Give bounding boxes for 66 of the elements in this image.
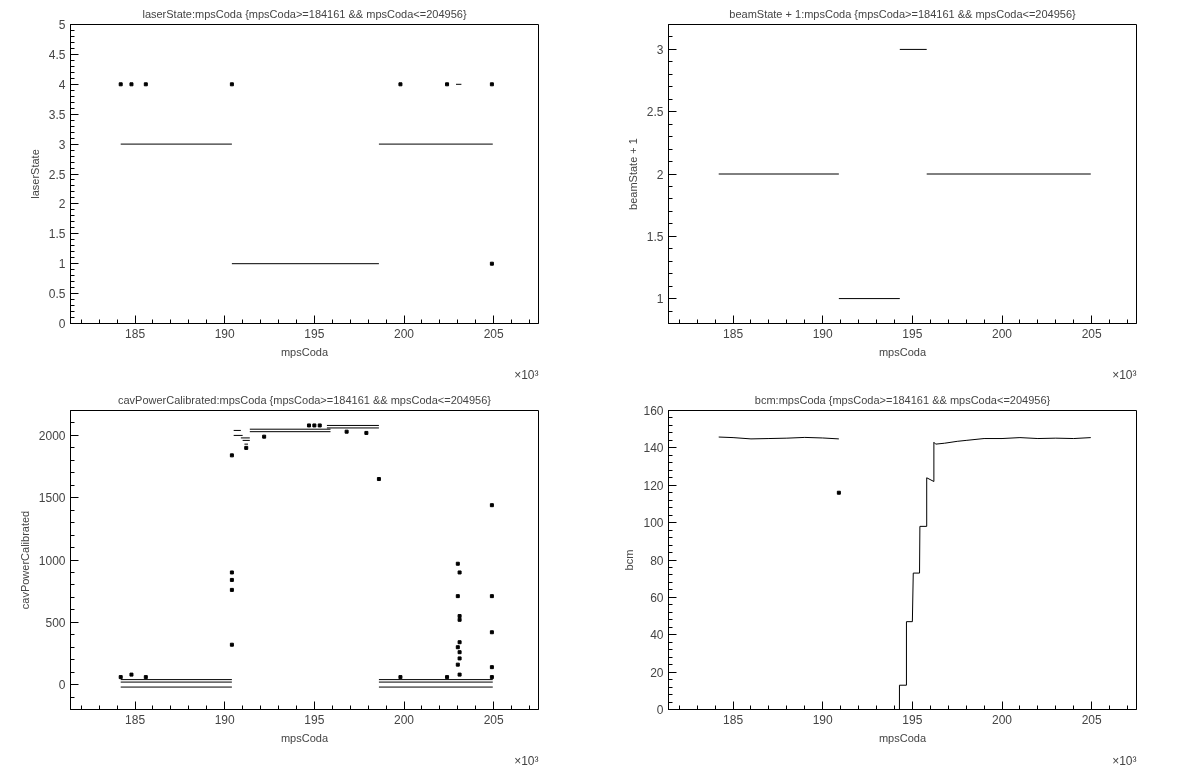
y-tick-label: 500 <box>45 615 66 630</box>
y-tick-label: 0 <box>656 703 664 717</box>
y-tick-label: 3 <box>58 137 66 152</box>
text: ×10³ <box>514 367 539 382</box>
x-tick-label: 195 <box>902 712 923 727</box>
y-tick-label: 1.5 <box>48 227 66 242</box>
y-tick-label: 2.5 <box>48 167 66 182</box>
y-tick-label: 4.5 <box>48 47 66 62</box>
x-tick-label: 200 <box>394 712 415 727</box>
x-tick-label: 195 <box>304 712 325 727</box>
x-tick-label: 185 <box>723 326 744 341</box>
y-tick-label: 60 <box>650 590 664 605</box>
x-tick-label: 200 <box>394 326 415 341</box>
x-axis-title: mpsCoda <box>280 731 329 744</box>
x-tick-label: 190 <box>812 326 834 341</box>
y-tick-label: 0 <box>58 317 66 331</box>
y-tick-label: 1 <box>656 292 664 307</box>
y-tick-label: 2000 <box>38 428 66 443</box>
chart-title: beamState + 1:mpsCoda {mpsCoda>=184161 && mpsCoda<=204956} <box>729 7 1077 20</box>
y-tick-label: 100 <box>643 516 664 531</box>
x-tick-label: 205 <box>1081 712 1103 727</box>
x-tick-label: 195 <box>304 326 325 341</box>
y-tick-label: 160 <box>643 404 664 418</box>
x-tick-label: 185 <box>723 712 744 727</box>
x-tick-label: 205 <box>1081 326 1103 341</box>
y-tick-label: 3.5 <box>48 107 66 122</box>
y-axis-title: laserState <box>28 149 41 199</box>
x-tick-label: 205 <box>483 712 505 727</box>
y-tick-label: 2 <box>58 197 66 212</box>
text: ×10³ <box>1112 753 1137 768</box>
y-tick-label: 120 <box>643 478 664 493</box>
y-tick-label: 1.5 <box>646 229 664 244</box>
y-tick-label: 20 <box>650 665 664 680</box>
y-tick-label: 40 <box>650 628 664 643</box>
y-tick-label: 80 <box>650 553 664 568</box>
y-tick-label: 3 <box>656 42 664 57</box>
x-tick-label: 200 <box>992 712 1013 727</box>
chart-title: cavPowerCalibrated:mpsCoda {mpsCoda>=184161 && mpsCoda<=204956} <box>117 393 492 406</box>
x-tick-label: 185 <box>125 326 146 341</box>
y-tick-label: 5 <box>58 18 66 32</box>
text: ×10³ <box>1112 367 1137 382</box>
y-tick-label: 0 <box>58 678 66 693</box>
x-axis-title: mpsCoda <box>280 345 329 358</box>
y-axis-title: bcm <box>623 549 636 571</box>
x-tick-label: 195 <box>902 326 923 341</box>
x-axis-title: mpsCoda <box>878 345 927 358</box>
y-tick-label: 4 <box>58 77 66 92</box>
y-tick-label: 140 <box>643 441 664 456</box>
chart-title: bcm:mpsCoda {mpsCoda>=184161 && mpsCoda<=204956} <box>754 393 1051 406</box>
y-tick-label: 0.5 <box>48 287 66 302</box>
y-axis-title: cavPowerCalibrated <box>18 510 31 610</box>
y-axis-title: beamState + 1 <box>626 138 639 210</box>
chart-title: laserState:mpsCoda {mpsCoda>=184161 && mpsCoda<=204956} <box>142 7 467 20</box>
y-tick-label: 1500 <box>38 491 66 506</box>
x-tick-label: 190 <box>812 712 834 727</box>
x-tick-label: 190 <box>214 326 236 341</box>
y-tick-label: 2.5 <box>646 105 664 120</box>
y-tick-label: 1000 <box>38 553 66 568</box>
x-tick-label: 185 <box>125 712 146 727</box>
x-tick-label: 190 <box>214 712 236 727</box>
x-tick-label: 205 <box>483 326 505 341</box>
x-tick-label: 200 <box>992 326 1013 341</box>
text: ×10³ <box>514 753 539 768</box>
x-axis-title: mpsCoda <box>878 731 927 744</box>
y-tick-label: 1 <box>58 257 66 272</box>
y-tick-label: 2 <box>656 167 664 182</box>
